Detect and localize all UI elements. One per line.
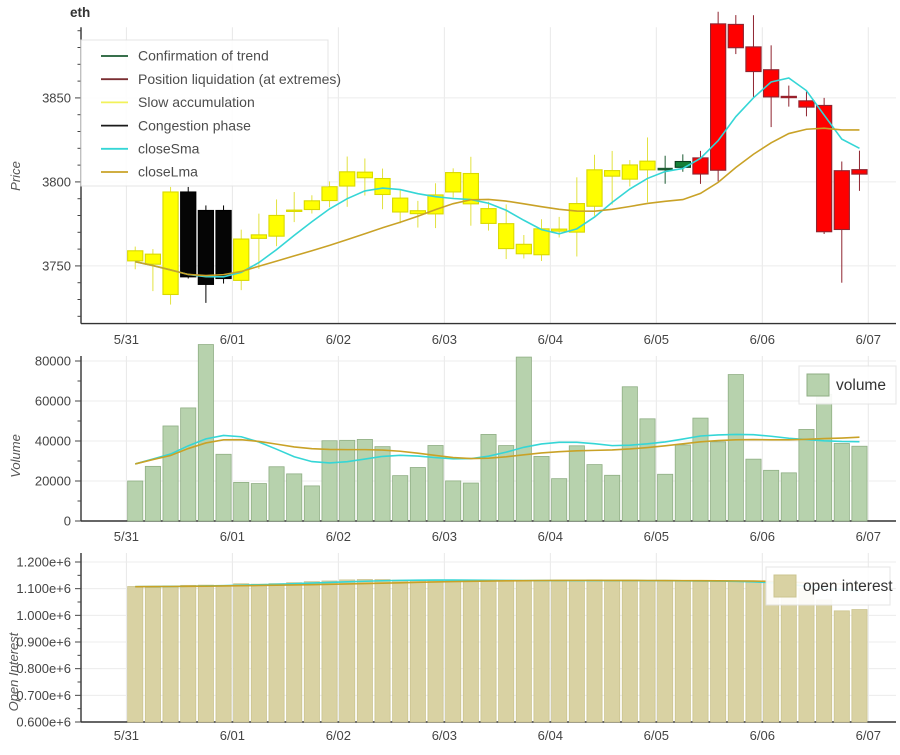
svg-text:6/05: 6/05	[644, 728, 669, 743]
svg-text:6/02: 6/02	[326, 728, 351, 743]
svg-text:5/31: 5/31	[114, 529, 139, 544]
svg-text:5/31: 5/31	[114, 728, 139, 743]
svg-text:closeSma: closeSma	[138, 141, 200, 157]
svg-text:eth: eth	[70, 5, 90, 20]
svg-text:6/03: 6/03	[432, 728, 457, 743]
svg-text:6/07: 6/07	[856, 529, 881, 544]
svg-text:1.200e+6: 1.200e+6	[16, 555, 71, 570]
svg-text:6/06: 6/06	[750, 332, 775, 347]
svg-text:3750: 3750	[42, 258, 71, 273]
svg-text:Confirmation of trend: Confirmation of trend	[138, 48, 269, 64]
svg-text:Price: Price	[8, 161, 23, 191]
svg-text:Open Interest: Open Interest	[6, 631, 21, 711]
svg-text:60000: 60000	[35, 394, 71, 409]
svg-text:0.800e+6: 0.800e+6	[16, 661, 71, 676]
svg-text:3850: 3850	[42, 90, 71, 105]
svg-text:closeLma: closeLma	[138, 164, 198, 180]
svg-text:open interest: open interest	[803, 578, 893, 595]
svg-text:6/01: 6/01	[220, 529, 245, 544]
svg-text:3800: 3800	[42, 174, 71, 189]
svg-text:80000: 80000	[35, 354, 71, 369]
svg-text:5/31: 5/31	[114, 332, 139, 347]
svg-text:20000: 20000	[35, 474, 71, 489]
svg-text:6/02: 6/02	[326, 529, 351, 544]
svg-text:Congestion phase: Congestion phase	[138, 117, 251, 133]
svg-text:6/01: 6/01	[220, 728, 245, 743]
svg-text:Position liquidation (at extre: Position liquidation (at extremes)	[138, 71, 341, 87]
svg-text:6/06: 6/06	[750, 529, 775, 544]
svg-text:Slow accumulation: Slow accumulation	[138, 94, 255, 110]
svg-text:0.700e+6: 0.700e+6	[16, 688, 71, 703]
svg-text:1.000e+6: 1.000e+6	[16, 608, 71, 623]
svg-text:6/03: 6/03	[432, 529, 457, 544]
svg-text:1.100e+6: 1.100e+6	[16, 581, 71, 596]
svg-text:0.600e+6: 0.600e+6	[16, 715, 71, 730]
svg-text:volume: volume	[836, 377, 886, 394]
svg-text:6/04: 6/04	[538, 529, 563, 544]
svg-text:6/07: 6/07	[856, 728, 881, 743]
svg-text:6/05: 6/05	[644, 332, 669, 347]
svg-text:6/07: 6/07	[856, 332, 881, 347]
svg-text:6/03: 6/03	[432, 332, 457, 347]
svg-text:0.900e+6: 0.900e+6	[16, 635, 71, 650]
svg-text:6/02: 6/02	[326, 332, 351, 347]
svg-text:Volume: Volume	[8, 434, 23, 478]
svg-text:6/04: 6/04	[538, 728, 563, 743]
svg-text:6/05: 6/05	[644, 529, 669, 544]
svg-text:6/06: 6/06	[750, 728, 775, 743]
svg-text:0: 0	[64, 514, 71, 529]
svg-text:40000: 40000	[35, 434, 71, 449]
svg-text:6/04: 6/04	[538, 332, 563, 347]
svg-text:6/01: 6/01	[220, 332, 245, 347]
